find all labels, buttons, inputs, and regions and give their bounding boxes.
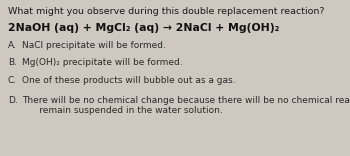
- Text: C.: C.: [8, 76, 17, 85]
- Text: D.: D.: [8, 96, 18, 105]
- Text: There will be no chemical change because there will be no chemical reaction; the: There will be no chemical change because…: [22, 96, 350, 115]
- Text: B.: B.: [8, 58, 17, 67]
- Text: NaCl precipitate will be formed.: NaCl precipitate will be formed.: [22, 41, 166, 50]
- Text: One of these products will bubble out as a gas.: One of these products will bubble out as…: [22, 76, 236, 85]
- Text: What might you observe during this double replacement reaction?: What might you observe during this doubl…: [8, 7, 324, 16]
- Text: Mg(OH)₂ precipitate will be formed.: Mg(OH)₂ precipitate will be formed.: [22, 58, 183, 67]
- Text: A.: A.: [8, 41, 17, 50]
- Text: 2NaOH (aq) + MgCl₂ (aq) → 2NaCl + Mg(OH)₂: 2NaOH (aq) + MgCl₂ (aq) → 2NaCl + Mg(OH)…: [8, 23, 279, 33]
